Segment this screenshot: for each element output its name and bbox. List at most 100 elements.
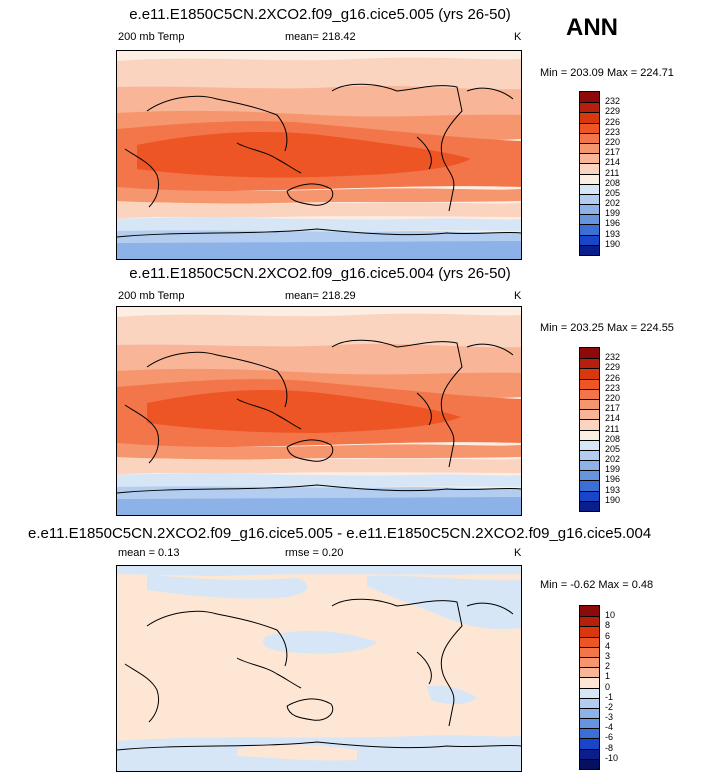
colorbar-label: 232	[605, 96, 621, 107]
colorbar-swatch	[580, 500, 599, 511]
colorbar-swatch	[580, 348, 599, 359]
colorbar-swatch	[580, 606, 599, 617]
colorbar-label: 193	[605, 484, 621, 495]
colorbar-swatch	[580, 646, 599, 657]
panel3-title: e.e11.E1850C5CN.2XCO2.f09_g16.cice5.005 …	[28, 525, 652, 542]
colorbar-swatch	[580, 449, 599, 461]
colorbar-swatch	[580, 153, 599, 164]
colorbar-label: 202	[605, 454, 621, 465]
colorbar-swatch	[580, 173, 599, 184]
colorbar-swatch	[580, 142, 599, 154]
colorbar-label: -6	[605, 732, 614, 743]
colorbar-swatch	[580, 378, 599, 389]
colorbar-swatch	[580, 738, 599, 749]
colorbar-label: 208	[605, 177, 621, 188]
colorbar-swatch	[580, 368, 599, 379]
colorbar-swatch	[580, 112, 599, 123]
colorbar-swatch	[580, 398, 599, 410]
colorbar-swatch	[580, 429, 599, 440]
colorbar-label: 223	[605, 382, 621, 393]
panel1-map	[116, 50, 522, 260]
colorbar-label: 211	[605, 167, 620, 178]
panel2-map	[116, 306, 522, 516]
colorbar-label: 226	[605, 116, 621, 127]
colorbar-label: 199	[605, 208, 621, 219]
colorbar-label: 229	[605, 106, 621, 117]
colorbar-label: 232	[605, 352, 621, 363]
colorbar-swatch	[580, 419, 599, 430]
colorbar-swatch	[580, 697, 599, 708]
colorbar-swatch	[580, 636, 599, 647]
panel2-colorbar	[579, 347, 600, 512]
colorbar-label: 196	[605, 218, 621, 229]
colorbar-label: -1	[605, 691, 614, 702]
colorbar-label: 214	[605, 157, 621, 168]
colorbar-label: 208	[605, 433, 621, 444]
colorbar-swatch	[580, 388, 599, 399]
colorbar-swatch	[580, 358, 599, 369]
colorbar-label: -4	[605, 722, 614, 733]
colorbar-swatch	[580, 470, 599, 481]
colorbar-swatch	[580, 667, 599, 678]
colorbar-swatch	[580, 687, 599, 698]
panel3-colorbar	[579, 605, 600, 770]
colorbar-label: 211	[605, 423, 620, 434]
colorbar-swatch	[580, 656, 599, 668]
panel3-map	[116, 565, 522, 772]
colorbar-swatch	[580, 490, 599, 501]
colorbar-label: 217	[605, 403, 621, 414]
panel1-left-label: 200 mb Temp	[118, 31, 185, 43]
colorbar-label: -10	[605, 752, 619, 763]
colorbar-swatch	[580, 677, 599, 688]
panel1-minmax: Min = 203.09 Max = 224.71	[540, 67, 674, 79]
colorbar-label: -2	[605, 701, 614, 712]
panel1-colorbar	[579, 91, 600, 256]
colorbar-swatch	[580, 616, 599, 627]
panel1-title: e.e11.E1850C5CN.2XCO2.f09_g16.cice5.005 …	[129, 6, 511, 23]
colorbar-swatch	[580, 244, 599, 255]
panel1-units: K	[514, 31, 522, 43]
colorbar-label: 4	[605, 640, 611, 651]
colorbar-label: 199	[605, 464, 621, 475]
colorbar-swatch	[580, 193, 599, 205]
colorbar-swatch	[580, 102, 599, 113]
colorbar-label: 226	[605, 372, 621, 383]
colorbar-label: 193	[605, 228, 621, 239]
colorbar-label: 1	[605, 671, 611, 682]
colorbar-swatch	[580, 707, 599, 719]
panel2-minmax: Min = 203.25 Max = 224.55	[540, 322, 674, 334]
colorbar-swatch	[580, 234, 599, 245]
colorbar-swatch	[580, 480, 599, 491]
colorbar-label: 223	[605, 126, 621, 137]
colorbar-label: 217	[605, 147, 621, 158]
panel3-rmse: rmse = 0.20	[285, 547, 344, 559]
panel2-left-label: 200 mb Temp	[118, 290, 185, 302]
colorbar-label: 229	[605, 362, 621, 373]
colorbar-swatch	[580, 758, 599, 769]
colorbar-swatch	[580, 409, 599, 420]
colorbar-swatch	[580, 214, 599, 225]
colorbar-label: 205	[605, 187, 621, 198]
colorbar-label: -8	[605, 742, 614, 753]
colorbar-swatch	[580, 132, 599, 143]
panel3-mean: mean = 0.13	[118, 547, 180, 559]
colorbar-swatch	[580, 224, 599, 235]
colorbar-label: 202	[605, 198, 621, 209]
colorbar-label: 10	[605, 610, 616, 621]
colorbar-swatch	[580, 728, 599, 739]
colorbar-swatch	[580, 460, 599, 471]
panel2-units: K	[514, 290, 522, 302]
colorbar-swatch	[580, 183, 599, 194]
colorbar-label: 8	[605, 620, 611, 631]
panel2-mean: mean= 218.29	[285, 290, 356, 302]
colorbar-label: 0	[605, 681, 611, 692]
colorbar-swatch	[580, 204, 599, 215]
colorbar-swatch	[580, 748, 599, 759]
colorbar-swatch	[580, 439, 599, 450]
colorbar-label: 3	[605, 650, 611, 661]
colorbar-swatch	[580, 122, 599, 133]
colorbar-label: -3	[605, 712, 614, 723]
panel3-minmax: Min = -0.62 Max = 0.48	[540, 579, 654, 591]
colorbar-label: 220	[605, 392, 621, 403]
colorbar-label: 205	[605, 443, 621, 454]
